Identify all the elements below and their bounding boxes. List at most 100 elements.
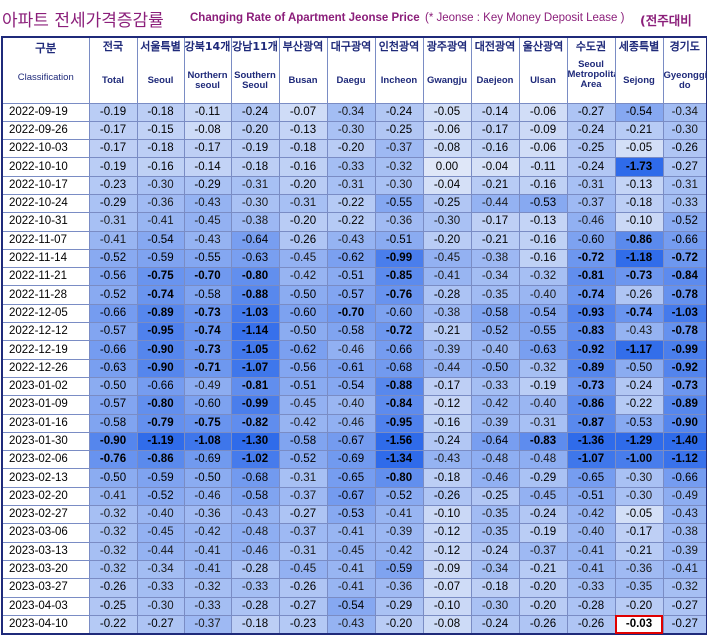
table-cell: -0.16 (422, 413, 472, 433)
table-cell: -0.33 (326, 157, 376, 177)
table-cell: -0.45 (183, 212, 232, 232)
table-cell: -0.24 (470, 541, 520, 561)
table-cell: -0.19 (230, 139, 280, 159)
table-cell: -0.59 (374, 559, 424, 580)
table-cell: -0.30 (374, 175, 424, 195)
title-note: (* Jeonse : Key Money Deposit Lease ) (425, 12, 625, 24)
table-cell: -0.65 (566, 468, 616, 488)
column-header: 세종특별 Sejong (614, 36, 664, 104)
table-cell: -0.24 (566, 120, 616, 141)
table-cell: -0.31 (662, 175, 707, 195)
table-cell: -0.41 (326, 578, 376, 598)
table-cell: -0.42 (183, 523, 232, 543)
column-header: 대전광역 Daejeon (470, 36, 520, 104)
table-cell: -0.86 (566, 395, 616, 415)
table-cell: -0.48 (230, 523, 280, 543)
table-row: 2022-10-31 -0.31 -0.41 -0.45 -0.38 -0.20 -0.22… (1, 212, 707, 232)
table-cell: -0.35 (614, 578, 664, 598)
row-date: 2023-04-03 (1, 596, 90, 616)
table-row: 2023-03-27 -0.26 -0.33 -0.32 -0.33 -0.26 -0.41… (1, 578, 707, 598)
table-cell: -0.76 (88, 450, 138, 470)
table-cell: -0.04 (422, 175, 472, 195)
table-cell: -0.78 (662, 285, 707, 305)
header-row: 구분 Classification 전국 Total 서울특별 Seoul 강북14개 N… (1, 36, 707, 104)
table-cell: -0.12 (422, 395, 472, 415)
table-row: 2023-03-06 -0.32 -0.45 -0.42 -0.48 -0.37 -0.41… (1, 523, 707, 543)
table-cell: -0.45 (278, 559, 328, 580)
table-cell: -0.31 (278, 193, 328, 214)
row-date: 2023-03-20 (1, 559, 90, 580)
table-cell: -0.55 (183, 248, 232, 269)
table-cell: -0.56 (88, 267, 138, 287)
row-date: 2022-12-05 (1, 303, 90, 324)
table-row: 2022-10-03 -0.17 -0.18 -0.17 -0.19 -0.18 -0.20… (1, 139, 707, 159)
column-header-ko: 서울특별 (140, 40, 181, 53)
table-cell: -0.45 (518, 486, 568, 507)
table-cell: -0.26 (422, 486, 472, 507)
table-cell: -1.29 (614, 431, 664, 452)
table-cell: -0.18 (614, 193, 664, 214)
column-header-ko: 경기도 (669, 40, 700, 53)
table-cell: -0.84 (662, 267, 707, 287)
table-cell: -1.40 (662, 431, 707, 452)
row-date: 2023-01-30 (1, 431, 90, 452)
table-cell: -0.12 (422, 523, 472, 543)
table-cell: -0.54 (326, 376, 376, 397)
table-cell: -0.18 (136, 102, 185, 122)
table-cell: -0.42 (278, 267, 328, 287)
row-date: 2023-02-13 (1, 468, 90, 488)
table-cell: -0.19 (518, 523, 568, 543)
table-cell: -0.33 (136, 578, 185, 598)
table-row: 2022-10-10 -0.19 -0.16 -0.14 -0.18 -0.16 -0.33… (1, 157, 707, 177)
table-cell: -1.12 (662, 450, 707, 470)
table-cell: -0.67 (326, 431, 376, 452)
table-cell: -0.58 (230, 486, 280, 507)
table-cell: -0.43 (326, 230, 376, 250)
table-cell: -0.74 (566, 285, 616, 305)
table-cell: -0.27 (662, 596, 707, 616)
table-cell: -0.21 (470, 230, 520, 250)
table-cell: -0.30 (662, 120, 707, 141)
table-cell: -0.37 (278, 486, 328, 507)
row-date: 2022-12-19 (1, 340, 90, 360)
table-cell: -0.60 (278, 303, 328, 324)
row-date: 2022-11-07 (1, 230, 90, 250)
table-cell: -1.02 (230, 450, 280, 470)
table-cell: -0.59 (136, 468, 185, 488)
table-cell: -0.37 (566, 193, 616, 214)
table-cell: -0.39 (422, 340, 472, 360)
table-cell: -0.50 (614, 358, 664, 378)
table-cell: -0.20 (230, 120, 280, 141)
table-cell: -0.20 (278, 212, 328, 232)
table-cell: -0.72 (374, 322, 424, 342)
title-korean: 아파트 전세가격증감률 (2, 11, 164, 31)
table-cell: -0.28 (566, 596, 616, 616)
table-cell: -0.36 (374, 578, 424, 598)
table-cell: -0.31 (518, 413, 568, 433)
table-cell: -0.50 (88, 468, 138, 488)
table-cell: -0.18 (136, 139, 185, 159)
table-cell: -0.39 (470, 413, 520, 433)
table-cell: -0.24 (230, 102, 280, 122)
table-cell: -0.32 (88, 505, 138, 525)
table-cell: -0.50 (278, 285, 328, 305)
table-cell: -0.17 (614, 523, 664, 543)
table-cell: -0.24 (470, 614, 520, 635)
table-cell: -0.26 (518, 614, 568, 635)
table-cell: -0.25 (470, 486, 520, 507)
table-cell: -0.31 (88, 212, 138, 232)
table-cell: -0.32 (88, 559, 138, 580)
table-cell: -0.27 (566, 102, 616, 122)
table-cell: -0.27 (278, 505, 328, 525)
table-cell: -0.95 (136, 322, 185, 342)
table-cell: -0.06 (422, 120, 472, 141)
table-cell: -0.88 (230, 285, 280, 305)
table-cell: -0.58 (88, 413, 138, 433)
column-header-en: Seoul Metropolitan Area (567, 59, 614, 90)
column-header: 대구광역 Daegu (326, 36, 376, 104)
table-cell: -0.62 (278, 340, 328, 360)
row-date: 2023-01-16 (1, 413, 90, 433)
table-cell: -0.07 (278, 102, 328, 122)
table-cell: -0.16 (278, 157, 328, 177)
table-cell: -0.45 (278, 395, 328, 415)
